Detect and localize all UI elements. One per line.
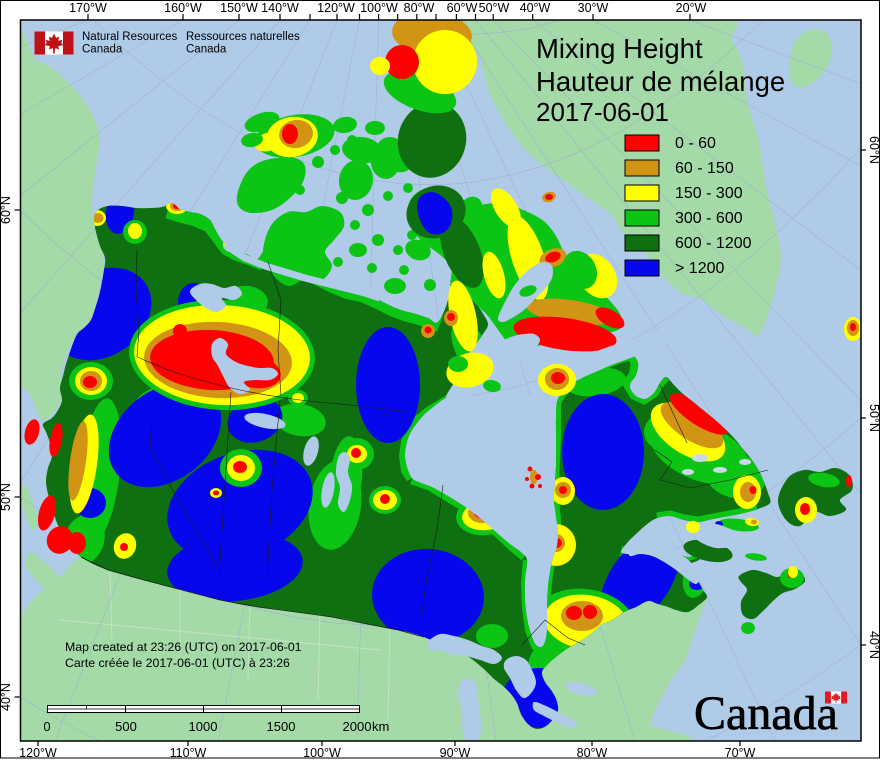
svg-text:Hauteur de mélange: Hauteur de mélange [536, 66, 785, 97]
svg-text:50°N: 50°N [0, 483, 13, 511]
svg-text:Carte créée le 2017-06-01 (UTC: Carte créée le 2017-06-01 (UTC) à 23:26 [65, 656, 290, 670]
svg-text:60°N: 60°N [867, 136, 880, 164]
svg-text:0: 0 [43, 719, 50, 734]
svg-text:40°N: 40°N [0, 683, 13, 711]
svg-text:80°W: 80°W [404, 1, 435, 15]
svg-text:Canada: Canada [694, 687, 838, 740]
svg-text:km: km [372, 719, 389, 734]
svg-text:600 - 1200: 600 - 1200 [675, 235, 752, 252]
svg-text:70°W: 70°W [725, 746, 756, 760]
svg-text:2000: 2000 [343, 719, 372, 734]
svg-text:> 1200: > 1200 [675, 260, 724, 277]
svg-text:80°W: 80°W [577, 746, 608, 760]
svg-text:500: 500 [115, 719, 137, 734]
svg-text:40°W: 40°W [520, 1, 551, 15]
svg-text:120°W: 120°W [317, 1, 355, 15]
svg-text:1500: 1500 [267, 719, 296, 734]
svg-text:Canada: Canada [186, 44, 227, 56]
svg-text:100°W: 100°W [360, 1, 398, 15]
svg-text:2017-06-01: 2017-06-01 [536, 97, 669, 127]
svg-text:170°W: 170°W [69, 1, 107, 15]
svg-text:Natural Resources: Natural Resources [82, 31, 177, 43]
svg-text:60°N: 60°N [0, 196, 13, 224]
svg-text:0 - 60: 0 - 60 [675, 135, 716, 152]
svg-text:110°W: 110°W [170, 746, 207, 760]
svg-text:Mixing Height: Mixing Height [536, 33, 703, 64]
svg-text:30°W: 30°W [578, 1, 609, 15]
svg-text:150°W: 150°W [220, 1, 258, 15]
svg-text:Canada: Canada [82, 44, 123, 56]
svg-text:60°W: 60°W [447, 1, 478, 15]
svg-text:20°W: 20°W [676, 1, 707, 15]
svg-text:90°W: 90°W [440, 746, 471, 760]
svg-text:Map created at 23:26 (UTC) on: Map created at 23:26 (UTC) on 2017-06-01 [65, 640, 302, 654]
svg-text:50°W: 50°W [479, 1, 510, 15]
svg-text:120°W: 120°W [19, 746, 57, 760]
svg-text:140°W: 140°W [261, 1, 299, 15]
svg-text:100°W: 100°W [303, 746, 341, 760]
svg-text:Ressources naturelles: Ressources naturelles [186, 31, 300, 43]
svg-text:300 - 600: 300 - 600 [675, 210, 743, 227]
svg-text:1000: 1000 [189, 719, 218, 734]
svg-text:60 - 150: 60 - 150 [675, 160, 734, 177]
svg-text:150 - 300: 150 - 300 [675, 185, 743, 202]
svg-text:40°N: 40°N [867, 631, 880, 659]
svg-text:50°N: 50°N [867, 404, 880, 432]
svg-text:160°W: 160°W [164, 1, 202, 15]
